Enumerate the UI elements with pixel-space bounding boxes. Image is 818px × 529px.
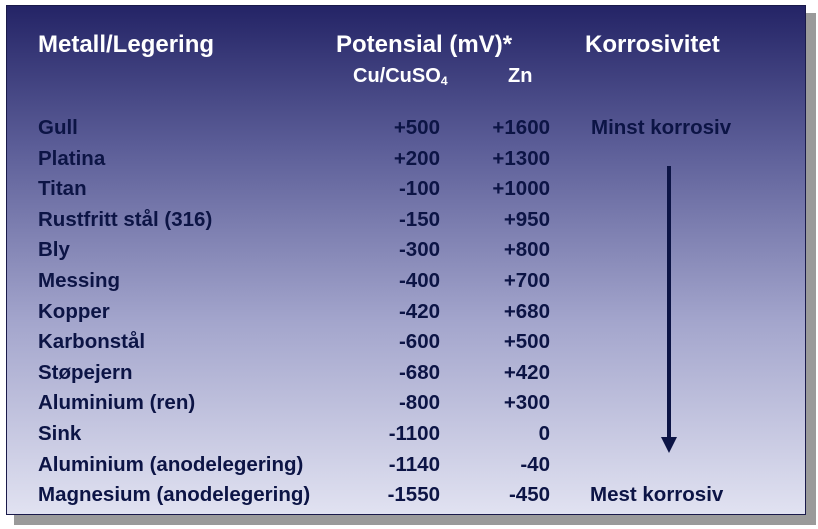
zn-potential: +1300 bbox=[492, 147, 550, 170]
cu-cuso4-potential: -1100 bbox=[388, 422, 440, 445]
cu-cuso4-potential: -800 bbox=[398, 391, 440, 414]
zn-potential: +500 bbox=[503, 330, 550, 353]
corrosion-table-panel bbox=[6, 5, 806, 515]
metal-name: Kopper bbox=[38, 300, 110, 323]
zn-potential: -40 bbox=[520, 453, 550, 476]
metal-name: Støpejern bbox=[38, 361, 133, 384]
cu-cuso4-potential: -400 bbox=[398, 269, 440, 292]
least-corrosive-label: Minst korrosiv bbox=[591, 116, 732, 139]
metal-name: Aluminium (anodelegering) bbox=[38, 453, 304, 476]
corrosivity-header: Korrosivitet bbox=[585, 31, 720, 58]
cu-cuso4-potential: -680 bbox=[398, 361, 440, 384]
reference-cu-cuso4: Cu/CuSO4 bbox=[353, 66, 448, 88]
down-arrow-icon bbox=[661, 437, 677, 453]
reference-cu-label: Cu/CuSO bbox=[353, 65, 441, 87]
reference-zn: Zn bbox=[508, 65, 533, 87]
metal-name: Rustfritt stål (316) bbox=[38, 208, 213, 231]
potential-header: Potensial (mV)* bbox=[336, 31, 513, 58]
metal-name: Bly bbox=[38, 238, 70, 261]
zn-potential: +1600 bbox=[492, 116, 550, 139]
zn-potential: +700 bbox=[503, 269, 550, 292]
zn-potential: +1000 bbox=[492, 177, 550, 200]
zn-potential: +300 bbox=[503, 391, 550, 414]
cu-cuso4-potential: -150 bbox=[398, 208, 440, 231]
metal-name: Sink bbox=[38, 422, 82, 445]
arrow-line bbox=[667, 166, 671, 438]
cu-cuso4-potential: -1550 bbox=[387, 483, 440, 506]
zn-potential: +800 bbox=[503, 238, 550, 261]
most-corrosive-label: Mest korrosiv bbox=[590, 483, 724, 506]
zn-potential: +680 bbox=[503, 300, 550, 323]
metal-name: Aluminium (ren) bbox=[38, 391, 196, 414]
metal-name: Platina bbox=[38, 147, 106, 170]
cu-cuso4-potential: -300 bbox=[398, 238, 440, 261]
metal-header: Metall/Legering bbox=[38, 31, 215, 58]
cu-cuso4-potential: +500 bbox=[393, 116, 440, 139]
zn-potential: +420 bbox=[503, 361, 550, 384]
zn-potential: 0 bbox=[538, 422, 550, 445]
metal-name: Magnesium (anodelegering) bbox=[38, 483, 311, 506]
reference-cu-subscript: 4 bbox=[440, 74, 448, 89]
metal-name: Gull bbox=[38, 116, 78, 139]
cu-cuso4-potential: -600 bbox=[398, 330, 440, 353]
zn-potential: -450 bbox=[508, 483, 550, 506]
zn-potential: +950 bbox=[503, 208, 550, 231]
metal-name: Messing bbox=[38, 269, 121, 292]
metal-name: Titan bbox=[38, 177, 87, 200]
cu-cuso4-potential: -1140 bbox=[388, 453, 440, 476]
cu-cuso4-potential: -100 bbox=[398, 177, 440, 200]
cu-cuso4-potential: -420 bbox=[398, 300, 440, 323]
cu-cuso4-potential: +200 bbox=[393, 147, 440, 170]
metal-name: Karbonstål bbox=[38, 330, 146, 353]
